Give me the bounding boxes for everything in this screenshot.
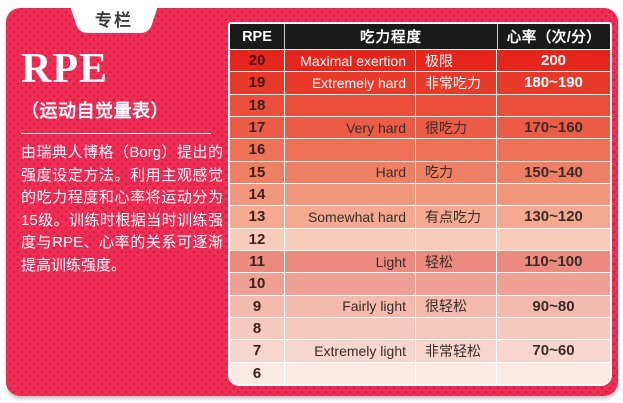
exertion-zh bbox=[416, 273, 497, 295]
heart-rate-value bbox=[497, 95, 610, 116]
exertion-en: Hard bbox=[285, 161, 416, 183]
heart-rate-value bbox=[497, 273, 610, 294]
rpe-value: 12 bbox=[230, 228, 285, 250]
column-tab-label: 专栏 bbox=[95, 11, 133, 30]
heart-rate-value: 200 bbox=[540, 52, 567, 70]
exertion-zh bbox=[416, 94, 497, 116]
heart-rate-value bbox=[497, 363, 610, 384]
rpe-value: 8 bbox=[230, 317, 285, 340]
rpe-value: 11 bbox=[230, 250, 285, 273]
table-row: 12 bbox=[230, 228, 610, 250]
exertion-zh bbox=[416, 183, 497, 206]
exertion-zh: 吃力 bbox=[416, 161, 497, 183]
heart-rate-value: 170~160 bbox=[524, 119, 583, 137]
column-card: RPE （运动自觉量表） 由瑞典人博格（Borg）提出的强度设定方法。利用主观感… bbox=[6, 8, 618, 396]
heart-rate-value: 70~60 bbox=[532, 342, 575, 360]
exertion-zh: 极限 bbox=[416, 50, 497, 72]
rpe-value: 15 bbox=[230, 161, 285, 183]
heart-rate-value: 150~140 bbox=[524, 163, 583, 181]
heart-rate-value: 180~190 bbox=[524, 74, 583, 92]
heart-rate-value: 130~120 bbox=[524, 208, 583, 226]
table-body: 20 Maximal exertion 极限 200 19 Extremely … bbox=[230, 49, 610, 384]
table-row: 18 bbox=[230, 94, 610, 116]
rpe-value: 10 bbox=[230, 273, 285, 295]
rpe-value: 14 bbox=[230, 183, 285, 206]
table-header-row: RPE 吃力程度 心率（次/分） bbox=[230, 24, 610, 49]
heart-rate-value bbox=[497, 139, 610, 160]
exertion-zh bbox=[416, 228, 497, 250]
page-title: RPE bbox=[21, 46, 108, 92]
heart-rate-value bbox=[497, 229, 610, 250]
exertion-zh: 轻松 bbox=[416, 250, 497, 273]
exertion-en bbox=[285, 273, 416, 295]
rpe-value: 6 bbox=[230, 362, 285, 384]
rpe-value: 19 bbox=[230, 72, 285, 94]
exertion-en bbox=[285, 228, 416, 250]
rpe-value: 7 bbox=[230, 340, 285, 362]
exertion-zh: 非常轻松 bbox=[416, 340, 497, 362]
exertion-en: Extremely light bbox=[285, 340, 416, 362]
rpe-value: 9 bbox=[230, 295, 285, 317]
header-heart-rate: 心率（次/分） bbox=[506, 30, 602, 46]
exertion-en: Very hard bbox=[285, 116, 416, 139]
description-text: 由瑞典人博格（Borg）提出的强度设定方法。利用主观感觉的吃力程度和心率将运动分… bbox=[21, 144, 223, 274]
table-row: 17 Very hard 很吃力 170~160 bbox=[230, 116, 610, 139]
header-rpe: RPE bbox=[230, 24, 285, 49]
exertion-zh bbox=[416, 362, 497, 384]
rpe-value: 18 bbox=[230, 94, 285, 116]
exertion-en bbox=[285, 94, 416, 116]
heart-rate-value bbox=[497, 318, 610, 339]
rpe-table: RPE 吃力程度 心率（次/分） 20 Maximal exertion 极限 … bbox=[228, 22, 612, 386]
exertion-en bbox=[285, 317, 416, 340]
table-row: 9 Fairly light 很轻松 90~80 bbox=[230, 295, 610, 317]
table-row: 6 bbox=[230, 362, 610, 384]
exertion-en: Somewhat hard bbox=[285, 206, 416, 228]
exertion-en: Maximal exertion bbox=[285, 50, 416, 72]
header-exertion-level: 吃力程度 bbox=[285, 24, 498, 49]
exertion-en bbox=[285, 183, 416, 206]
exertion-zh bbox=[416, 139, 497, 161]
table-row: 14 bbox=[230, 183, 610, 206]
exertion-zh: 有点吃力 bbox=[416, 206, 497, 228]
table-row: 11 Light 轻松 110~100 bbox=[230, 250, 610, 273]
exertion-en: Fairly light bbox=[285, 295, 416, 317]
heart-rate-value: 110~100 bbox=[524, 253, 583, 271]
table-row: 8 bbox=[230, 317, 610, 340]
exertion-en: Extremely hard bbox=[285, 72, 416, 94]
page-subtitle: （运动自觉量表） bbox=[21, 101, 169, 121]
table-row: 13 Somewhat hard 有点吃力 130~120 bbox=[230, 206, 610, 228]
column-tab: 专栏 bbox=[68, 0, 160, 34]
table-row: 19 Extremely hard 非常吃力 180~190 bbox=[230, 72, 610, 94]
exertion-zh: 非常吃力 bbox=[416, 72, 497, 94]
exertion-en: Light bbox=[285, 250, 416, 273]
intro-panel: RPE （运动自觉量表） 由瑞典人博格（Borg）提出的强度设定方法。利用主观感… bbox=[21, 48, 223, 277]
table-row: 20 Maximal exertion 极限 200 bbox=[230, 50, 610, 72]
rpe-value: 16 bbox=[230, 139, 285, 161]
table-row: 10 bbox=[230, 273, 610, 295]
heart-rate-value: 90~80 bbox=[532, 297, 575, 315]
table-row: 16 bbox=[230, 139, 610, 161]
divider-line bbox=[21, 133, 211, 134]
exertion-en bbox=[285, 362, 416, 384]
exertion-zh bbox=[416, 317, 497, 340]
table-row: 15 Hard 吃力 150~140 bbox=[230, 161, 610, 183]
exertion-zh: 很吃力 bbox=[416, 116, 497, 139]
table-row: 7 Extremely light 非常轻松 70~60 bbox=[230, 340, 610, 362]
rpe-value: 17 bbox=[230, 116, 285, 139]
rpe-value: 20 bbox=[230, 50, 285, 72]
exertion-en bbox=[285, 139, 416, 161]
rpe-value: 13 bbox=[230, 206, 285, 228]
heart-rate-value bbox=[497, 184, 610, 205]
exertion-zh: 很轻松 bbox=[416, 295, 497, 317]
